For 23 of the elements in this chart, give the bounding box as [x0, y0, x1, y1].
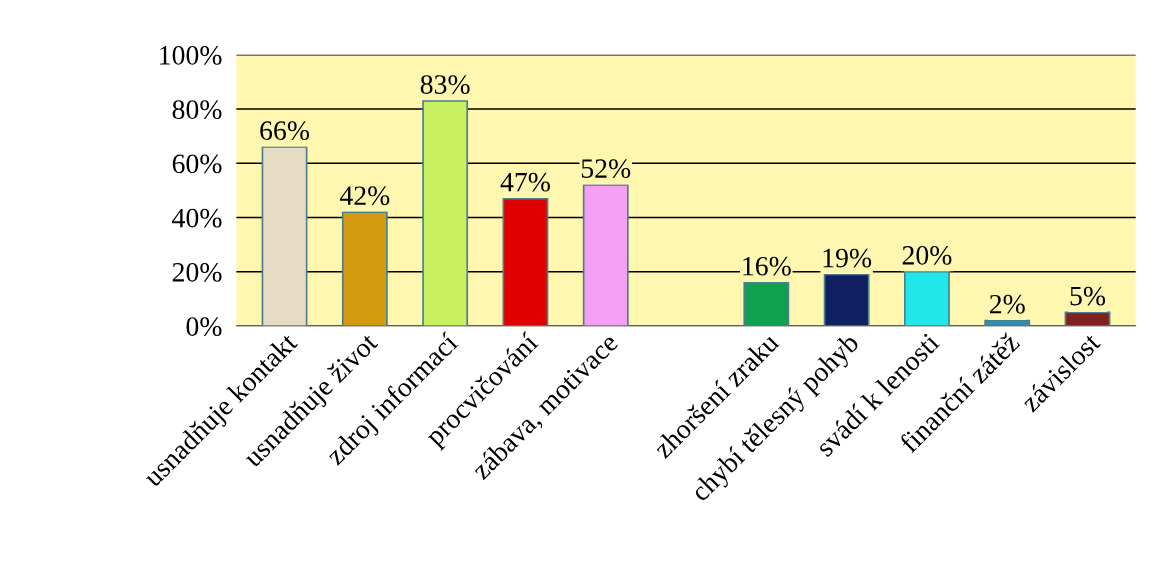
bar	[422, 100, 469, 327]
bar	[1064, 311, 1111, 327]
data-label: 5%	[1070, 286, 1106, 306]
data-label: 52%	[581, 159, 631, 179]
y-tick-label: 80%	[172, 100, 222, 120]
bar	[904, 270, 950, 327]
y-tick-label: 100%	[160, 45, 222, 65]
data-label: 42%	[339, 186, 390, 206]
y-tick-label: 0%	[186, 317, 222, 337]
data-label: 47%	[500, 172, 550, 192]
data-label: 66%	[260, 121, 310, 141]
data-label: 20%	[902, 245, 952, 265]
data-label: 2%	[989, 294, 1025, 314]
y-tick-label: 40%	[172, 208, 222, 228]
data-label: 83%	[420, 75, 470, 94]
y-tick-label: 60%	[172, 154, 222, 174]
bar	[261, 146, 308, 327]
bar	[984, 319, 1031, 327]
y-tick-label: 20%	[172, 262, 222, 282]
data-label: 19%	[823, 248, 872, 268]
data-label: 16%	[743, 256, 791, 276]
bar	[341, 211, 388, 327]
bar	[502, 197, 549, 327]
